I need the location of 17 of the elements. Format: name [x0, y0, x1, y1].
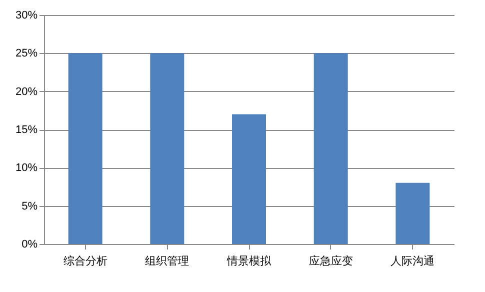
bar: [68, 53, 102, 244]
y-tick-label: 0%: [22, 238, 38, 250]
y-tick-label: 10%: [15, 162, 38, 174]
x-tick-label: 人际沟通: [390, 254, 435, 268]
y-tick-label: 20%: [15, 86, 38, 98]
x-tick-label: 组织管理: [145, 254, 190, 268]
y-tick-label: 25%: [15, 48, 38, 60]
x-tick-label: 综合分析: [63, 254, 108, 268]
y-tick-label: 15%: [15, 124, 38, 136]
x-tick-label: 情景模拟: [226, 254, 272, 268]
x-tick-label: 应急应变: [308, 254, 353, 268]
bar: [232, 114, 266, 244]
bar: [314, 53, 348, 244]
y-tick-label: 30%: [15, 10, 38, 22]
bar: [396, 182, 430, 244]
y-tick-label: 5%: [22, 200, 38, 212]
bar: [150, 53, 184, 244]
